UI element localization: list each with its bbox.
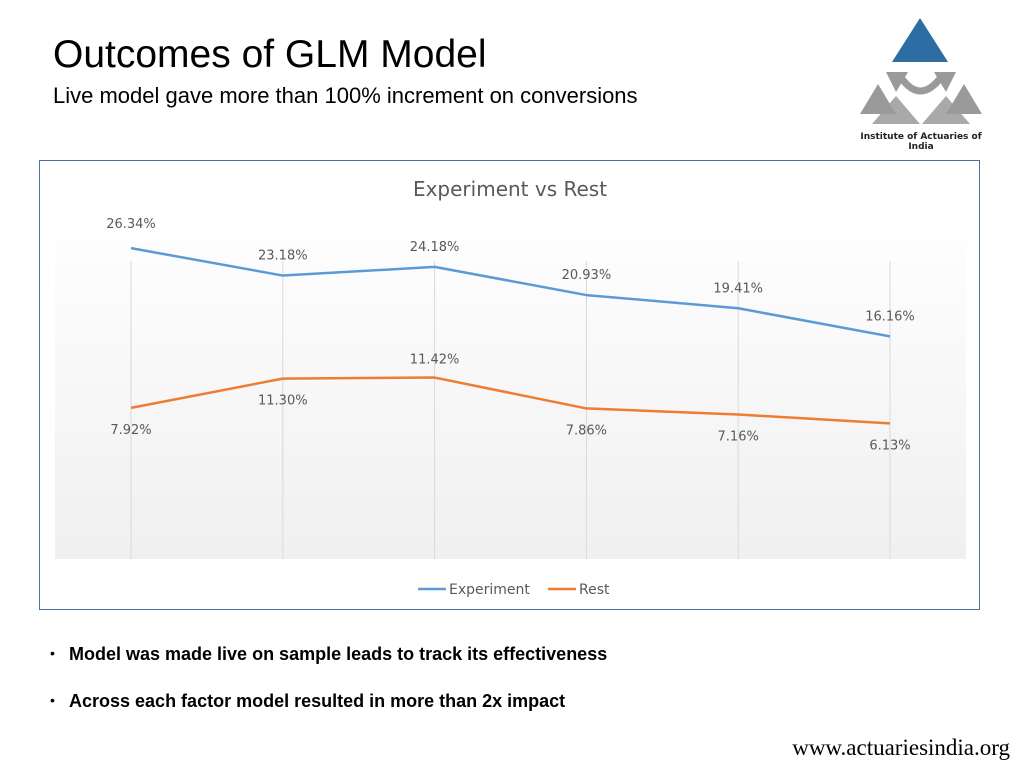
footer-url[interactable]: www.actuariesindia.org (792, 735, 1010, 760)
bullet-item: • Across each factor model resulted in mo… (50, 691, 565, 712)
data-label: 16.16% (865, 309, 915, 324)
logo-caption: Institute of Actuaries of India (860, 132, 982, 152)
line-chart: Experiment vs Rest 26.34% 23.18% 24.18% 20.… (55, 177, 966, 598)
data-label: 6.13% (869, 438, 910, 453)
slide-subtitle: Live model gave more than 100% increment… (53, 83, 638, 108)
data-label: 19.41% (713, 281, 763, 296)
slide-title: Outcomes of GLM Model (53, 33, 487, 76)
chart-title: Experiment vs Rest (413, 177, 607, 201)
bullet-dot-icon: • (50, 645, 55, 661)
legend-label-experiment: Experiment (449, 582, 530, 598)
bullet-text: Across each factor model resulted in mor… (69, 691, 566, 711)
data-label: 24.18% (410, 240, 460, 255)
data-label: 26.34% (106, 217, 156, 232)
bullet-dot-icon: • (50, 692, 55, 708)
chart-frame: Experiment vs Rest 26.34% 23.18% 24.18% 20.… (39, 160, 980, 610)
logo-triangle-icon (860, 18, 982, 124)
data-label: 7.16% (718, 430, 759, 445)
data-label: 20.93% (562, 268, 612, 283)
data-label: 23.18% (258, 249, 308, 264)
institute-logo: Institute of Actuaries of India (856, 14, 986, 152)
bullet-text: Model was made live on sample leads to t… (69, 644, 608, 664)
legend-label-rest: Rest (579, 582, 610, 598)
data-label: 11.30% (258, 394, 308, 409)
data-label: 7.92% (110, 423, 151, 438)
plot-area (55, 206, 966, 559)
data-label: 7.86% (566, 423, 607, 438)
bullet-item: • Model was made live on sample leads to … (50, 644, 607, 665)
series-line-experiment (130, 246, 891, 338)
series-line-rest (130, 376, 891, 425)
data-label: 11.42% (410, 353, 460, 368)
